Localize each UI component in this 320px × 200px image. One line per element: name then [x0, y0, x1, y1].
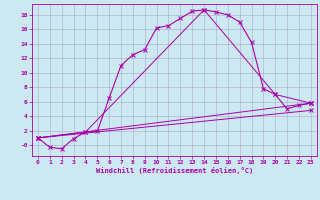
X-axis label: Windchill (Refroidissement éolien,°C): Windchill (Refroidissement éolien,°C): [96, 167, 253, 174]
